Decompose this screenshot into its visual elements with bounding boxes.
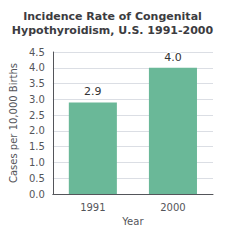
svg-text:3.0: 3.0	[29, 94, 45, 105]
svg-text:2.5: 2.5	[29, 110, 45, 121]
svg-text:Incidence Rate of Congenital: Incidence Rate of Congenital	[23, 10, 202, 23]
svg-text:2.0: 2.0	[29, 125, 45, 136]
svg-text:1.0: 1.0	[29, 157, 45, 168]
svg-text:Year: Year	[121, 216, 144, 227]
svg-text:3.5: 3.5	[29, 78, 45, 89]
svg-text:Hypothyroidism, U.S. 1991-2000: Hypothyroidism, U.S. 1991-2000	[12, 24, 214, 37]
svg-text:2.9: 2.9	[84, 85, 102, 98]
svg-text:4.0: 4.0	[29, 62, 45, 73]
svg-text:4.0: 4.0	[164, 51, 182, 64]
svg-text:0.0: 0.0	[29, 189, 45, 200]
svg-text:1.5: 1.5	[29, 141, 45, 152]
svg-text:2000: 2000	[160, 202, 185, 213]
svg-text:Cases per 10,000 Births: Cases per 10,000 Births	[8, 63, 19, 183]
svg-text:0.5: 0.5	[29, 173, 45, 184]
svg-text:4.5: 4.5	[29, 47, 45, 58]
svg-text:1991: 1991	[80, 202, 105, 213]
